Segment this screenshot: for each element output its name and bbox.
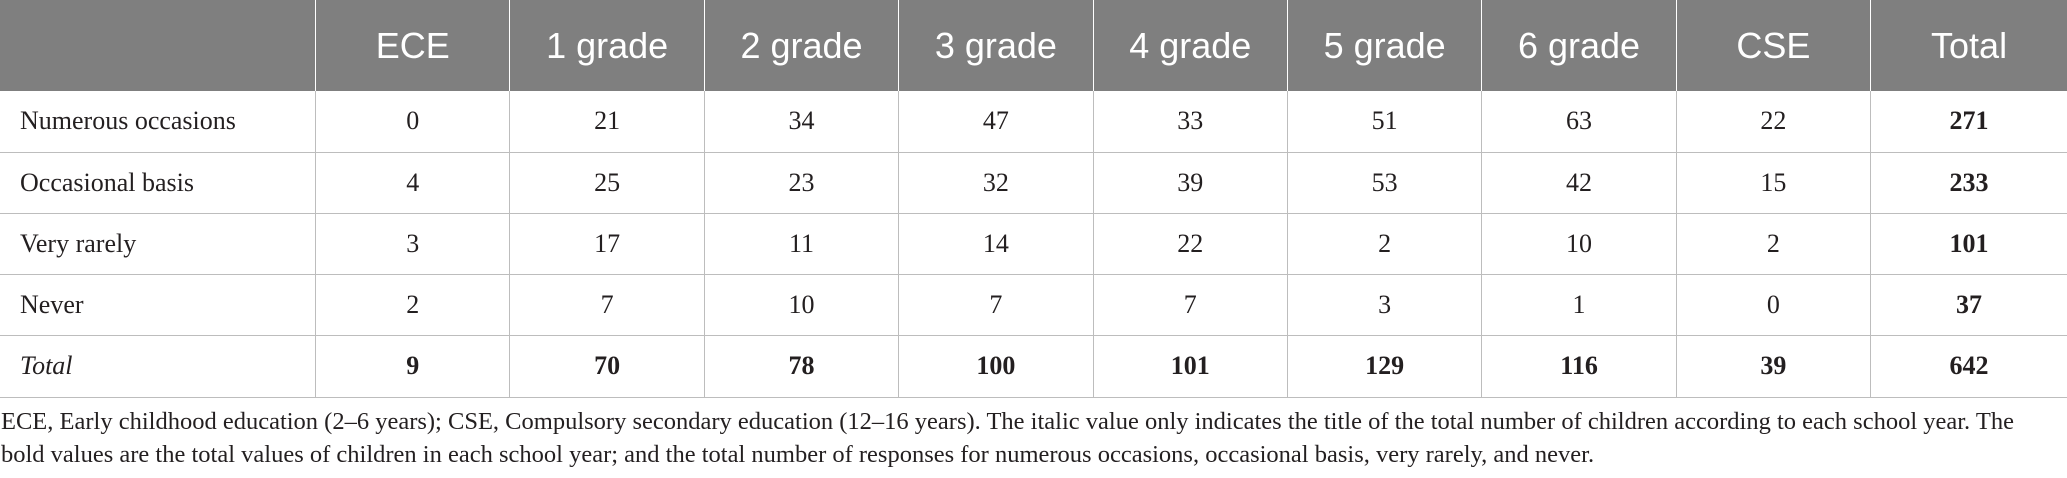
header-total: Total xyxy=(1870,0,2067,91)
table-cell: 2 xyxy=(315,274,510,336)
header-2-grade: 2 grade xyxy=(703,0,899,91)
grand-total-cell: 642 xyxy=(1870,335,2067,398)
table-cell: 39 xyxy=(1092,152,1288,214)
table-cell: 17 xyxy=(509,213,705,275)
data-table: ECE 1 grade 2 grade 3 grade 4 grade 5 gr… xyxy=(0,0,2067,398)
header-row: ECE 1 grade 2 grade 3 grade 4 grade 5 gr… xyxy=(0,0,2067,91)
table-cell: 10 xyxy=(1481,213,1677,275)
column-total-cell: 116 xyxy=(1481,335,1677,398)
table-cell: 0 xyxy=(1675,274,1871,336)
table-cell: 3 xyxy=(315,213,510,275)
table-cell: 0 xyxy=(315,91,510,153)
table-cell: 47 xyxy=(898,91,1094,153)
table-cell: 10 xyxy=(703,274,899,336)
table-row: Never 2 7 10 7 7 3 1 0 37 xyxy=(0,274,2067,336)
table-cell: 11 xyxy=(703,213,899,275)
table-cell: 1 xyxy=(1481,274,1677,336)
column-total-cell: 78 xyxy=(703,335,899,398)
table-cell: 51 xyxy=(1286,91,1482,153)
row-label: Never xyxy=(0,274,316,336)
table-cell: 15 xyxy=(1675,152,1871,214)
header-ece: ECE xyxy=(315,0,510,91)
header-1-grade: 1 grade xyxy=(509,0,705,91)
row-total-cell: 271 xyxy=(1870,91,2067,153)
header-corner xyxy=(0,0,316,91)
table-cell: 34 xyxy=(703,91,899,153)
table-row: Very rarely 3 17 11 14 22 2 10 2 101 xyxy=(0,213,2067,275)
table-cell: 33 xyxy=(1092,91,1288,153)
table-cell: 2 xyxy=(1675,213,1871,275)
totals-row-label: Total xyxy=(0,335,316,398)
table-cell: 25 xyxy=(509,152,705,214)
row-label: Occasional basis xyxy=(0,152,316,214)
table-cell: 22 xyxy=(1092,213,1288,275)
row-label: Numerous occasions xyxy=(0,91,316,153)
row-total-cell: 101 xyxy=(1870,213,2067,275)
table-cell: 7 xyxy=(509,274,705,336)
column-total-cell: 129 xyxy=(1286,335,1482,398)
table-row: Numerous occasions 0 21 34 47 33 51 63 2… xyxy=(0,91,2067,153)
column-total-cell: 39 xyxy=(1675,335,1871,398)
table-cell: 22 xyxy=(1675,91,1871,153)
column-total-cell: 9 xyxy=(315,335,510,398)
table-cell: 3 xyxy=(1286,274,1482,336)
table-cell: 7 xyxy=(898,274,1094,336)
table-cell: 2 xyxy=(1286,213,1482,275)
table-cell: 42 xyxy=(1481,152,1677,214)
table-cell: 63 xyxy=(1481,91,1677,153)
row-label: Very rarely xyxy=(0,213,316,275)
header-5-grade: 5 grade xyxy=(1286,0,1482,91)
table-cell: 53 xyxy=(1286,152,1482,214)
column-total-cell: 101 xyxy=(1092,335,1288,398)
table-cell: 4 xyxy=(315,152,510,214)
row-total-cell: 37 xyxy=(1870,274,2067,336)
table-footnote: ECE, Early childhood education (2–6 year… xyxy=(1,407,2014,468)
table-cell: 7 xyxy=(1092,274,1288,336)
table-cell: 21 xyxy=(509,91,705,153)
table-row: Occasional basis 4 25 23 32 39 53 42 15 … xyxy=(0,152,2067,214)
column-total-cell: 100 xyxy=(898,335,1094,398)
header-cse: CSE xyxy=(1675,0,1871,91)
table-cell: 32 xyxy=(898,152,1094,214)
header-3-grade: 3 grade xyxy=(898,0,1094,91)
table-cell: 14 xyxy=(898,213,1094,275)
header-4-grade: 4 grade xyxy=(1092,0,1288,91)
table-cell: 23 xyxy=(703,152,899,214)
totals-row: Total 9 70 78 100 101 129 116 39 642 xyxy=(0,335,2067,398)
row-total-cell: 233 xyxy=(1870,152,2067,214)
column-total-cell: 70 xyxy=(509,335,705,398)
header-6-grade: 6 grade xyxy=(1481,0,1677,91)
